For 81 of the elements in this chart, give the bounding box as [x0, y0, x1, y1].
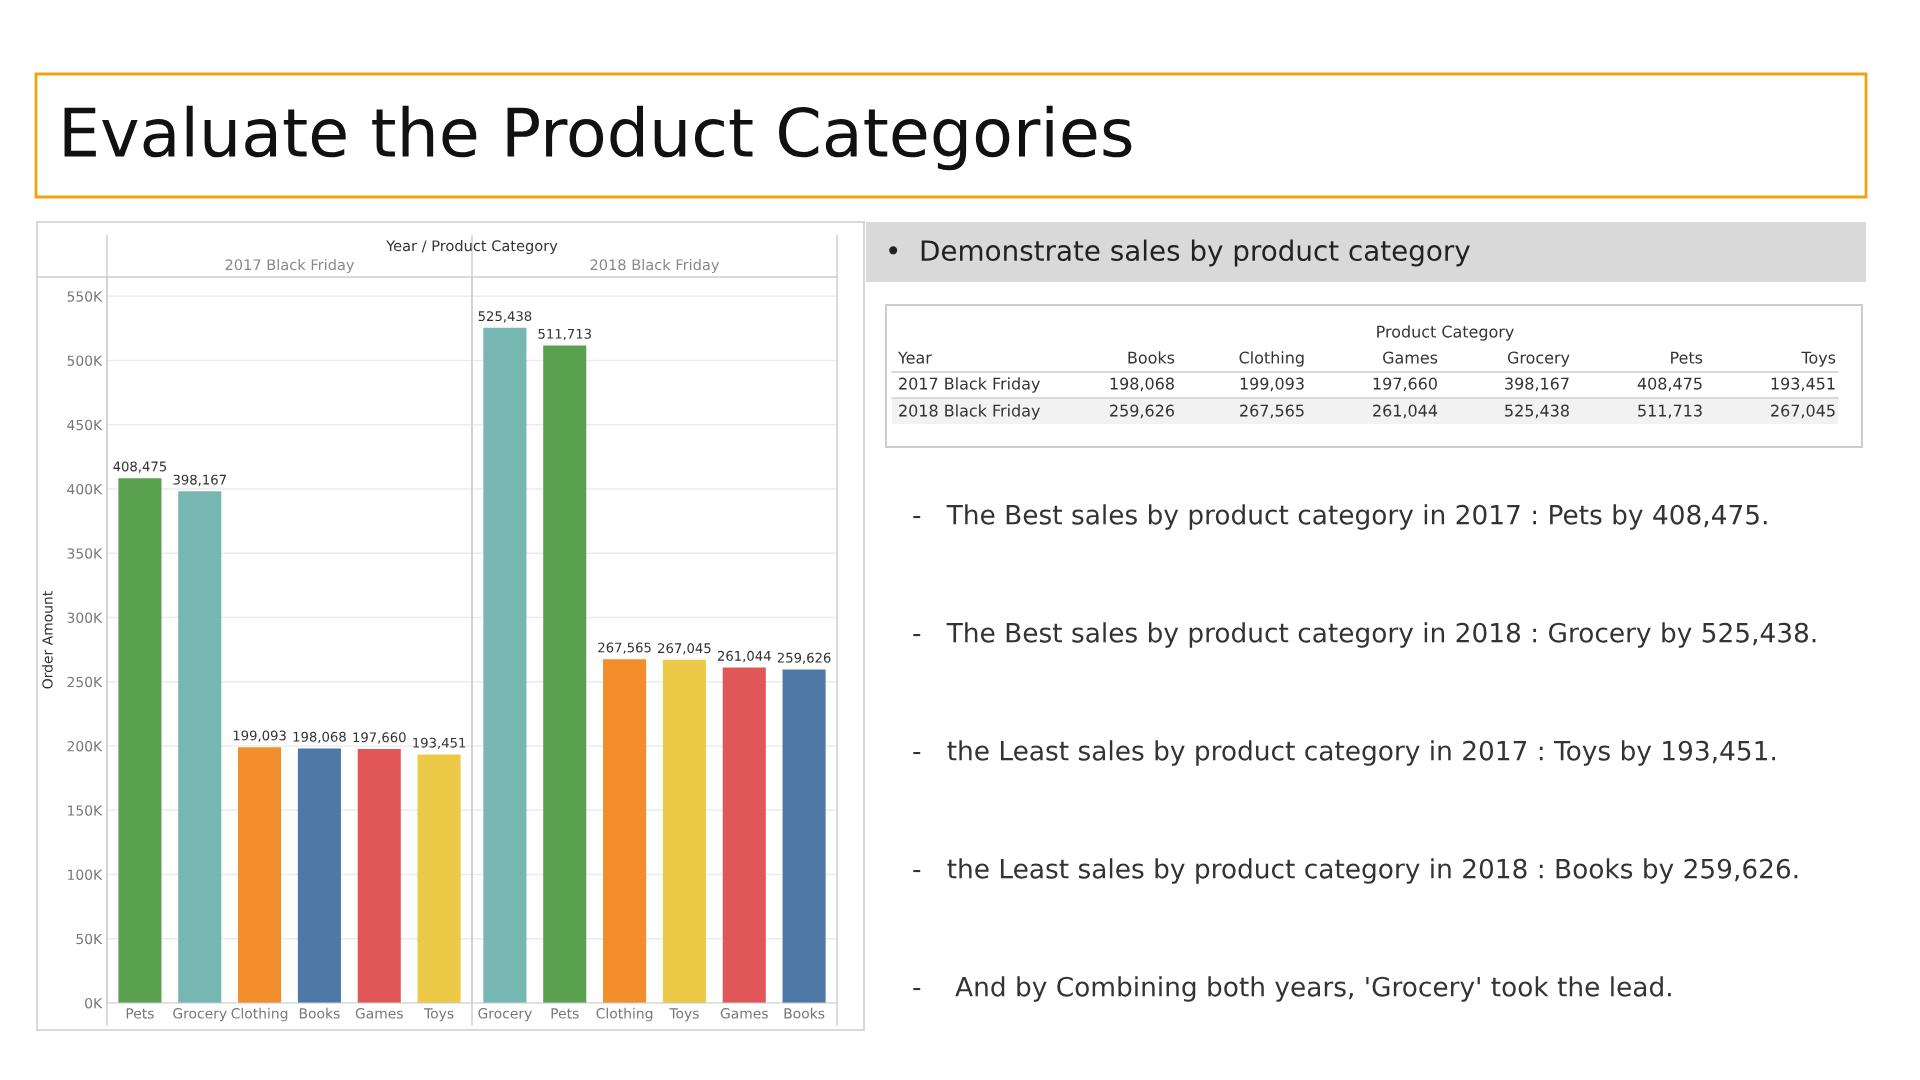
y-tick-label: 50K: [76, 933, 103, 945]
y-axis-title: Order Amount: [41, 591, 53, 689]
x-tick-label: Books: [299, 1007, 340, 1019]
data-label: 261,044: [717, 650, 771, 663]
text: Clothing: [1239, 351, 1304, 367]
data-label: 193,451: [413, 737, 466, 750]
text: - And by Combining both years, 'Grocery' took the lead.: [913, 976, 1671, 1002]
text: Pets: [1671, 351, 1703, 364]
text: 197,660: [1373, 377, 1437, 392]
text: - The Best sales by product category in 2018 : Grocery by 525,438.: [913, 622, 1816, 648]
text: - The Best sales by product category in 2017 : Pets by 408,475.: [913, 504, 1767, 530]
text: Games: [1383, 351, 1438, 364]
y-tick-label: 550K: [67, 291, 103, 302]
y-tick-label: 450K: [67, 419, 103, 431]
y-tick-label: 150K: [68, 805, 103, 816]
y-tick-label: 0K: [85, 997, 103, 1009]
data-label: 199,093: [233, 730, 286, 742]
text: 199,093: [1240, 377, 1304, 392]
bar: [782, 669, 826, 1003]
text: 525,438: [1505, 404, 1569, 419]
text: - the Least sales by product category in 2018 : Books by 259,626.: [913, 858, 1798, 884]
text: 398,167: [1505, 377, 1569, 392]
data-label: 267,045: [658, 643, 711, 655]
y-tick-label: 200K: [67, 740, 103, 752]
data-label: 197,660: [353, 732, 406, 744]
data-label: 398,167: [173, 474, 226, 486]
text: Year: [897, 351, 932, 364]
x-tick-label: Games: [355, 1008, 403, 1019]
text: Grocery: [1507, 351, 1570, 367]
x-tick-label: Books: [784, 1007, 825, 1019]
bar: [662, 659, 706, 1003]
bar: [603, 659, 647, 1003]
text: 193,451: [1771, 377, 1835, 392]
x-tick-label: Grocery: [173, 1008, 227, 1022]
data-label: 198,068: [293, 731, 346, 744]
x-tick-label: Pets: [126, 1008, 154, 1019]
text: Books: [1128, 351, 1175, 364]
y-tick-label: 300K: [67, 612, 103, 623]
y-tick-label: 250K: [67, 676, 103, 688]
data-label: 525,438: [478, 311, 532, 323]
x-tick-label: Pets: [551, 1008, 579, 1019]
x-tick-label: Games: [720, 1008, 768, 1019]
y-tick-label: 350K: [67, 548, 103, 559]
text: 408,475: [1637, 377, 1702, 392]
text: 267,565: [1240, 404, 1304, 419]
x-tick-label: Clothing: [596, 1007, 653, 1022]
bar: [297, 748, 341, 1003]
x-tick-label: Toys: [424, 1008, 454, 1022]
y-tick-label: 400K: [67, 483, 103, 495]
text: 261,044: [1373, 404, 1438, 419]
bar: [238, 747, 282, 1003]
bar: [483, 327, 527, 1003]
chart-title: Evaluate the Product Categories: [64, 105, 1132, 171]
text: 2017 Black Friday: [899, 377, 1040, 393]
data-label: 267,565: [598, 642, 651, 654]
text: 511,713: [1638, 404, 1702, 419]
text: 267,045: [1771, 404, 1835, 419]
y-tick-label: 500K: [67, 355, 103, 366]
text: Year / Product Category: [386, 239, 558, 255]
text: 2017 Black Friday: [225, 258, 355, 274]
data-label: 511,713: [538, 328, 591, 341]
text: 259,626: [1110, 404, 1174, 419]
text: Product Category: [1377, 325, 1514, 341]
text: Toys: [1801, 351, 1836, 367]
bar: [722, 667, 766, 1003]
bar: [118, 478, 162, 1003]
bar: [417, 754, 461, 1003]
bar: [543, 345, 587, 1003]
text: 2018 Black Friday: [899, 404, 1040, 420]
x-tick-label: Clothing: [231, 1007, 288, 1022]
x-tick-label: Grocery: [478, 1008, 532, 1022]
text: 198,068: [1110, 377, 1174, 392]
text: - the Least sales by product category in 2017 : Toys by 193,451.: [913, 740, 1775, 766]
text: 2018 Black Friday: [590, 258, 720, 274]
y-tick-label: 100K: [68, 869, 103, 880]
bar: [357, 749, 401, 1003]
data-label: 408,475: [113, 461, 167, 473]
x-tick-label: Toys: [669, 1008, 699, 1022]
text: • Demonstrate sales by product category: [889, 239, 1470, 267]
bar: [178, 491, 222, 1003]
data-label: 259,626: [777, 652, 831, 665]
